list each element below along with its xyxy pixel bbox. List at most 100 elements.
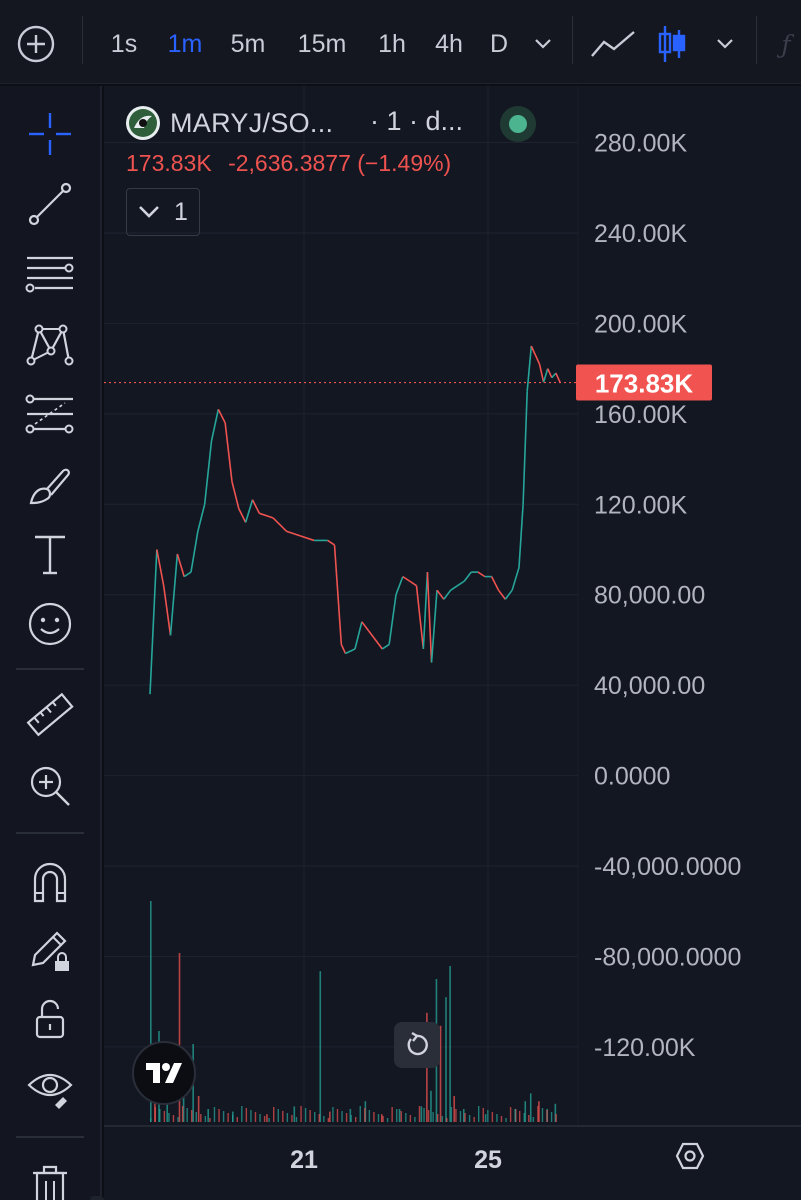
price-line-segment [162, 585, 172, 636]
volume-bar [400, 1111, 402, 1122]
line-chart-type-button[interactable] [588, 22, 638, 66]
reset-icon [407, 1031, 428, 1056]
price-line-segment [345, 648, 356, 655]
volume-bar [319, 971, 322, 1122]
price-line-segment [422, 572, 429, 649]
price-line-segment [224, 422, 233, 482]
volume-bar [523, 1113, 525, 1122]
interval-dropdown[interactable] [528, 22, 558, 66]
market-status[interactable] [500, 106, 536, 142]
interval-label[interactable]: · 1 · d... [370, 106, 464, 136]
volume-bar [524, 1101, 527, 1122]
volume-bar [478, 1106, 480, 1122]
price-tick-label: 160.00K [594, 401, 687, 429]
chart-pane[interactable]: 280.00K 240.00K 200.00K 160.00K 120.00K 80,00… [104, 86, 801, 1200]
price-line-segment [327, 539, 335, 546]
tradingview-icon [146, 1063, 182, 1083]
price-tick-label: 120.00K [594, 491, 687, 519]
volume-bar [496, 1114, 498, 1122]
volume-bar [166, 1101, 168, 1122]
interval-1m[interactable]: 1m [167, 29, 203, 58]
status-dot-icon [509, 115, 527, 133]
volume-bar [500, 1116, 503, 1122]
chart-type-dropdown[interactable] [710, 22, 740, 66]
interval-d[interactable]: D [489, 29, 509, 58]
symbol-legend[interactable]: MARYJ/SO... [126, 102, 333, 144]
interval-1s[interactable]: 1s [110, 29, 138, 58]
price-line-segment [217, 408, 226, 424]
price-line-segment [530, 345, 537, 356]
price-line-segment [526, 345, 533, 392]
volume-bar [382, 1116, 384, 1122]
volume-bar [529, 1093, 532, 1122]
volume-bar [172, 1115, 175, 1122]
volume-bar [386, 1118, 389, 1122]
volume-bar [150, 901, 152, 1122]
indicators-button[interactable]: ƒ [772, 22, 800, 66]
volume-bar [519, 1111, 521, 1122]
price-line-segment [415, 585, 425, 650]
measure-tool[interactable] [22, 688, 78, 744]
price-line-segment [197, 504, 206, 532]
toolbar-divider [756, 16, 757, 64]
price-line-segment [361, 621, 370, 632]
symbol-name[interactable]: MARYJ/SO... [170, 107, 334, 138]
visibility-tool[interactable] [22, 1058, 78, 1114]
price-tick-label: 240.00K [594, 220, 687, 248]
brush-tool[interactable] [22, 456, 78, 512]
tradingview-logo[interactable] [132, 1041, 196, 1105]
indicators-toggle[interactable]: 1 [126, 188, 200, 236]
interval-4h[interactable]: 4h [435, 29, 463, 58]
price-line-segment [463, 571, 472, 582]
volume-bar [207, 1109, 209, 1122]
line-chart-icon [591, 31, 635, 57]
price-chart[interactable]: 280.00K 240.00K 200.00K 160.00K 120.00K 80,00… [104, 86, 801, 1200]
pattern-tool[interactable] [22, 316, 78, 372]
price-line-segment [259, 512, 274, 519]
unlock-icon [35, 999, 65, 1039]
delete-tool[interactable] [22, 1158, 78, 1200]
volume-bar [236, 1117, 238, 1122]
unlock-tool[interactable] [22, 992, 78, 1048]
horizontal-lines-tool[interactable] [22, 246, 78, 302]
interval-15m[interactable]: 15m [297, 29, 347, 58]
current-price-label: 173.83K [595, 369, 694, 399]
collapse-toolbar-button[interactable]: ‹ [90, 1196, 104, 1200]
price-line-segment [169, 553, 179, 636]
candles-chart-type-button[interactable] [654, 22, 690, 66]
quote-line: 173.83K -2,636.3877 (−1.49%) [126, 150, 451, 177]
volume-bar [327, 1118, 330, 1122]
reset-chart-button[interactable] [394, 1022, 440, 1068]
volume-bar [241, 1106, 243, 1122]
smiley-icon [28, 602, 72, 646]
add-symbol-button[interactable] [14, 22, 58, 66]
volume-bar [168, 1113, 170, 1122]
crosshair-tool[interactable] [22, 106, 78, 162]
trash-icon [33, 1165, 67, 1200]
volume-bar [200, 1114, 202, 1122]
zoom-tool[interactable] [22, 758, 78, 814]
interval-5m[interactable]: 5m [230, 29, 266, 58]
last-price: 173.83K [126, 150, 212, 176]
lock-drawings-tool[interactable] [22, 922, 78, 978]
price-tick-label: -80,000.0000 [594, 943, 741, 971]
text-tool[interactable] [22, 526, 78, 582]
magnet-icon [33, 862, 67, 903]
price-tick-label: 200.00K [594, 310, 687, 338]
chart-settings-button[interactable] [672, 1138, 708, 1174]
token-logo [126, 106, 160, 140]
price-line-segment [340, 644, 347, 654]
volume-bar [432, 1112, 434, 1122]
forecast-tool[interactable] [22, 386, 78, 442]
emoji-tool[interactable] [22, 596, 78, 652]
price-line-segment [388, 594, 397, 645]
volume-bar [227, 1113, 229, 1122]
volume-bar [373, 1112, 375, 1122]
chevron-down-icon [717, 39, 733, 49]
volume-bar [528, 1115, 530, 1122]
trend-line-tool[interactable] [22, 176, 78, 232]
price-line-segment [190, 531, 199, 573]
volume-bar [449, 966, 451, 1122]
magnet-tool[interactable] [22, 854, 78, 910]
interval-1h[interactable]: 1h [378, 29, 406, 58]
